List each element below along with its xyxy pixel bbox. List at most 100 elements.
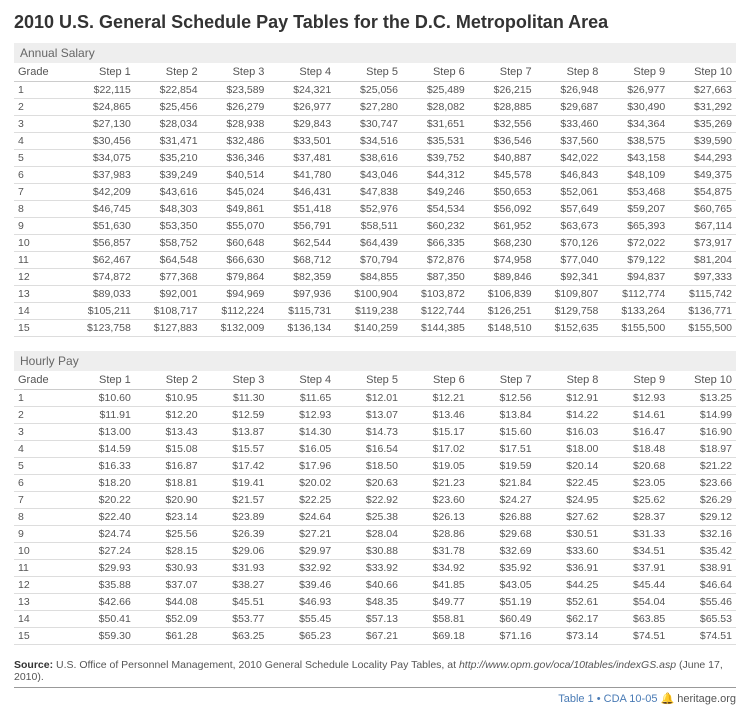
annual-cell: $39,752 bbox=[402, 150, 469, 167]
hourly-cell: $10.95 bbox=[135, 390, 202, 407]
annual-cell: $48,109 bbox=[602, 167, 669, 184]
annual-cell: $74,958 bbox=[469, 252, 536, 269]
table-row: 15$123,758$127,883$132,009$136,134$140,2… bbox=[14, 320, 736, 337]
hourly-cell: $29.68 bbox=[469, 526, 536, 543]
hourly-cell: $21.23 bbox=[402, 475, 469, 492]
annual-cell: $70,794 bbox=[335, 252, 402, 269]
hourly-cell: $21.84 bbox=[469, 475, 536, 492]
annual-cell: $34,364 bbox=[602, 116, 669, 133]
annual-cell: $30,456 bbox=[68, 133, 135, 150]
hourly-cell: $55.46 bbox=[669, 594, 736, 611]
annual-cell: 7 bbox=[14, 184, 68, 201]
annual-cell: $64,439 bbox=[335, 235, 402, 252]
annual-cell: $65,393 bbox=[602, 218, 669, 235]
annual-cell: $89,846 bbox=[469, 269, 536, 286]
hourly-cell: $26.29 bbox=[669, 492, 736, 509]
annual-cell: $60,232 bbox=[402, 218, 469, 235]
annual-cell: $44,293 bbox=[669, 150, 736, 167]
annual-cell: $24,321 bbox=[268, 82, 335, 99]
hourly-cell: $12.01 bbox=[335, 390, 402, 407]
hourly-cell: $13.00 bbox=[68, 424, 135, 441]
annual-cell: $22,115 bbox=[68, 82, 135, 99]
hourly-cell: $13.07 bbox=[335, 407, 402, 424]
annual-col-2: Step 2 bbox=[135, 63, 202, 82]
hourly-col-2: Step 2 bbox=[135, 371, 202, 390]
hourly-cell: $39.46 bbox=[268, 577, 335, 594]
table-row: 1$10.60$10.95$11.30$11.65$12.01$12.21$12… bbox=[14, 390, 736, 407]
annual-cell: $45,578 bbox=[469, 167, 536, 184]
hourly-cell: $67.21 bbox=[335, 628, 402, 645]
hourly-col-10: Step 10 bbox=[669, 371, 736, 390]
annual-cell: $140,259 bbox=[335, 320, 402, 337]
hourly-cell: $61.28 bbox=[135, 628, 202, 645]
hourly-cell: $23.14 bbox=[135, 509, 202, 526]
hourly-cell: $31.33 bbox=[602, 526, 669, 543]
hourly-cell: $10.60 bbox=[68, 390, 135, 407]
hourly-cell: $25.38 bbox=[335, 509, 402, 526]
annual-cell: $31,651 bbox=[402, 116, 469, 133]
annual-cell: $133,264 bbox=[602, 303, 669, 320]
annual-cell: $39,249 bbox=[135, 167, 202, 184]
annual-cell: $66,335 bbox=[402, 235, 469, 252]
table-row: 5$16.33$16.87$17.42$17.96$18.50$19.05$19… bbox=[14, 458, 736, 475]
hourly-cell: $11.91 bbox=[68, 407, 135, 424]
annual-cell: $103,872 bbox=[402, 286, 469, 303]
annual-cell: $27,280 bbox=[335, 99, 402, 116]
table-row: 6$37,983$39,249$40,514$41,780$43,046$44,… bbox=[14, 167, 736, 184]
hourly-cell: $32.16 bbox=[669, 526, 736, 543]
annual-cell: $31,471 bbox=[135, 133, 202, 150]
hourly-cell: 14 bbox=[14, 611, 68, 628]
hourly-cell: $46.64 bbox=[669, 577, 736, 594]
hourly-cell: $22.45 bbox=[536, 475, 603, 492]
annual-cell: $59,207 bbox=[602, 201, 669, 218]
annual-cell: 2 bbox=[14, 99, 68, 116]
annual-cell: $108,717 bbox=[135, 303, 202, 320]
annual-cell: $30,490 bbox=[602, 99, 669, 116]
annual-cell: $79,864 bbox=[202, 269, 269, 286]
annual-cell: $97,936 bbox=[268, 286, 335, 303]
hourly-cell: $45.51 bbox=[202, 594, 269, 611]
hourly-cell: $49.77 bbox=[402, 594, 469, 611]
annual-cell: $51,630 bbox=[68, 218, 135, 235]
hourly-cell: $15.17 bbox=[402, 424, 469, 441]
hourly-cell: $31.78 bbox=[402, 543, 469, 560]
hourly-cell: $26.13 bbox=[402, 509, 469, 526]
table-row: 8$46,745$48,303$49,861$51,418$52,976$54,… bbox=[14, 201, 736, 218]
annual-cell: $28,938 bbox=[202, 116, 269, 133]
hourly-cell: $18.20 bbox=[68, 475, 135, 492]
annual-cell: $68,230 bbox=[469, 235, 536, 252]
hourly-cell: $12.93 bbox=[602, 390, 669, 407]
annual-cell: $34,075 bbox=[68, 150, 135, 167]
hourly-cell: $17.42 bbox=[202, 458, 269, 475]
annual-cell: $155,500 bbox=[602, 320, 669, 337]
source-label: Source: bbox=[14, 659, 53, 671]
hourly-cell: $31.93 bbox=[202, 560, 269, 577]
annual-cell: 8 bbox=[14, 201, 68, 218]
hourly-cell: $63.25 bbox=[202, 628, 269, 645]
hourly-cell: $28.04 bbox=[335, 526, 402, 543]
hourly-cell: $18.97 bbox=[669, 441, 736, 458]
annual-cell: $50,653 bbox=[469, 184, 536, 201]
annual-cell: $72,022 bbox=[602, 235, 669, 252]
hourly-cell: 6 bbox=[14, 475, 68, 492]
hourly-cell: $17.96 bbox=[268, 458, 335, 475]
hourly-cell: $58.81 bbox=[402, 611, 469, 628]
annual-cell: $62,467 bbox=[68, 252, 135, 269]
table-row: 2$11.91$12.20$12.59$12.93$13.07$13.46$13… bbox=[14, 407, 736, 424]
hourly-cell: $23.89 bbox=[202, 509, 269, 526]
annual-cell: $148,510 bbox=[469, 320, 536, 337]
annual-cell: $43,158 bbox=[602, 150, 669, 167]
annual-cell: $27,663 bbox=[669, 82, 736, 99]
hourly-cell: $13.87 bbox=[202, 424, 269, 441]
annual-cell: $55,070 bbox=[202, 218, 269, 235]
annual-cell: $37,481 bbox=[268, 150, 335, 167]
annual-cell: $122,744 bbox=[402, 303, 469, 320]
hourly-cell: $30.51 bbox=[536, 526, 603, 543]
hourly-cell: $14.30 bbox=[268, 424, 335, 441]
annual-cell: $40,887 bbox=[469, 150, 536, 167]
annual-cell: $132,009 bbox=[202, 320, 269, 337]
table-row: 13$89,033$92,001$94,969$97,936$100,904$1… bbox=[14, 286, 736, 303]
hourly-col-8: Step 8 bbox=[536, 371, 603, 390]
hourly-cell: $25.62 bbox=[602, 492, 669, 509]
hourly-cell: $14.99 bbox=[669, 407, 736, 424]
